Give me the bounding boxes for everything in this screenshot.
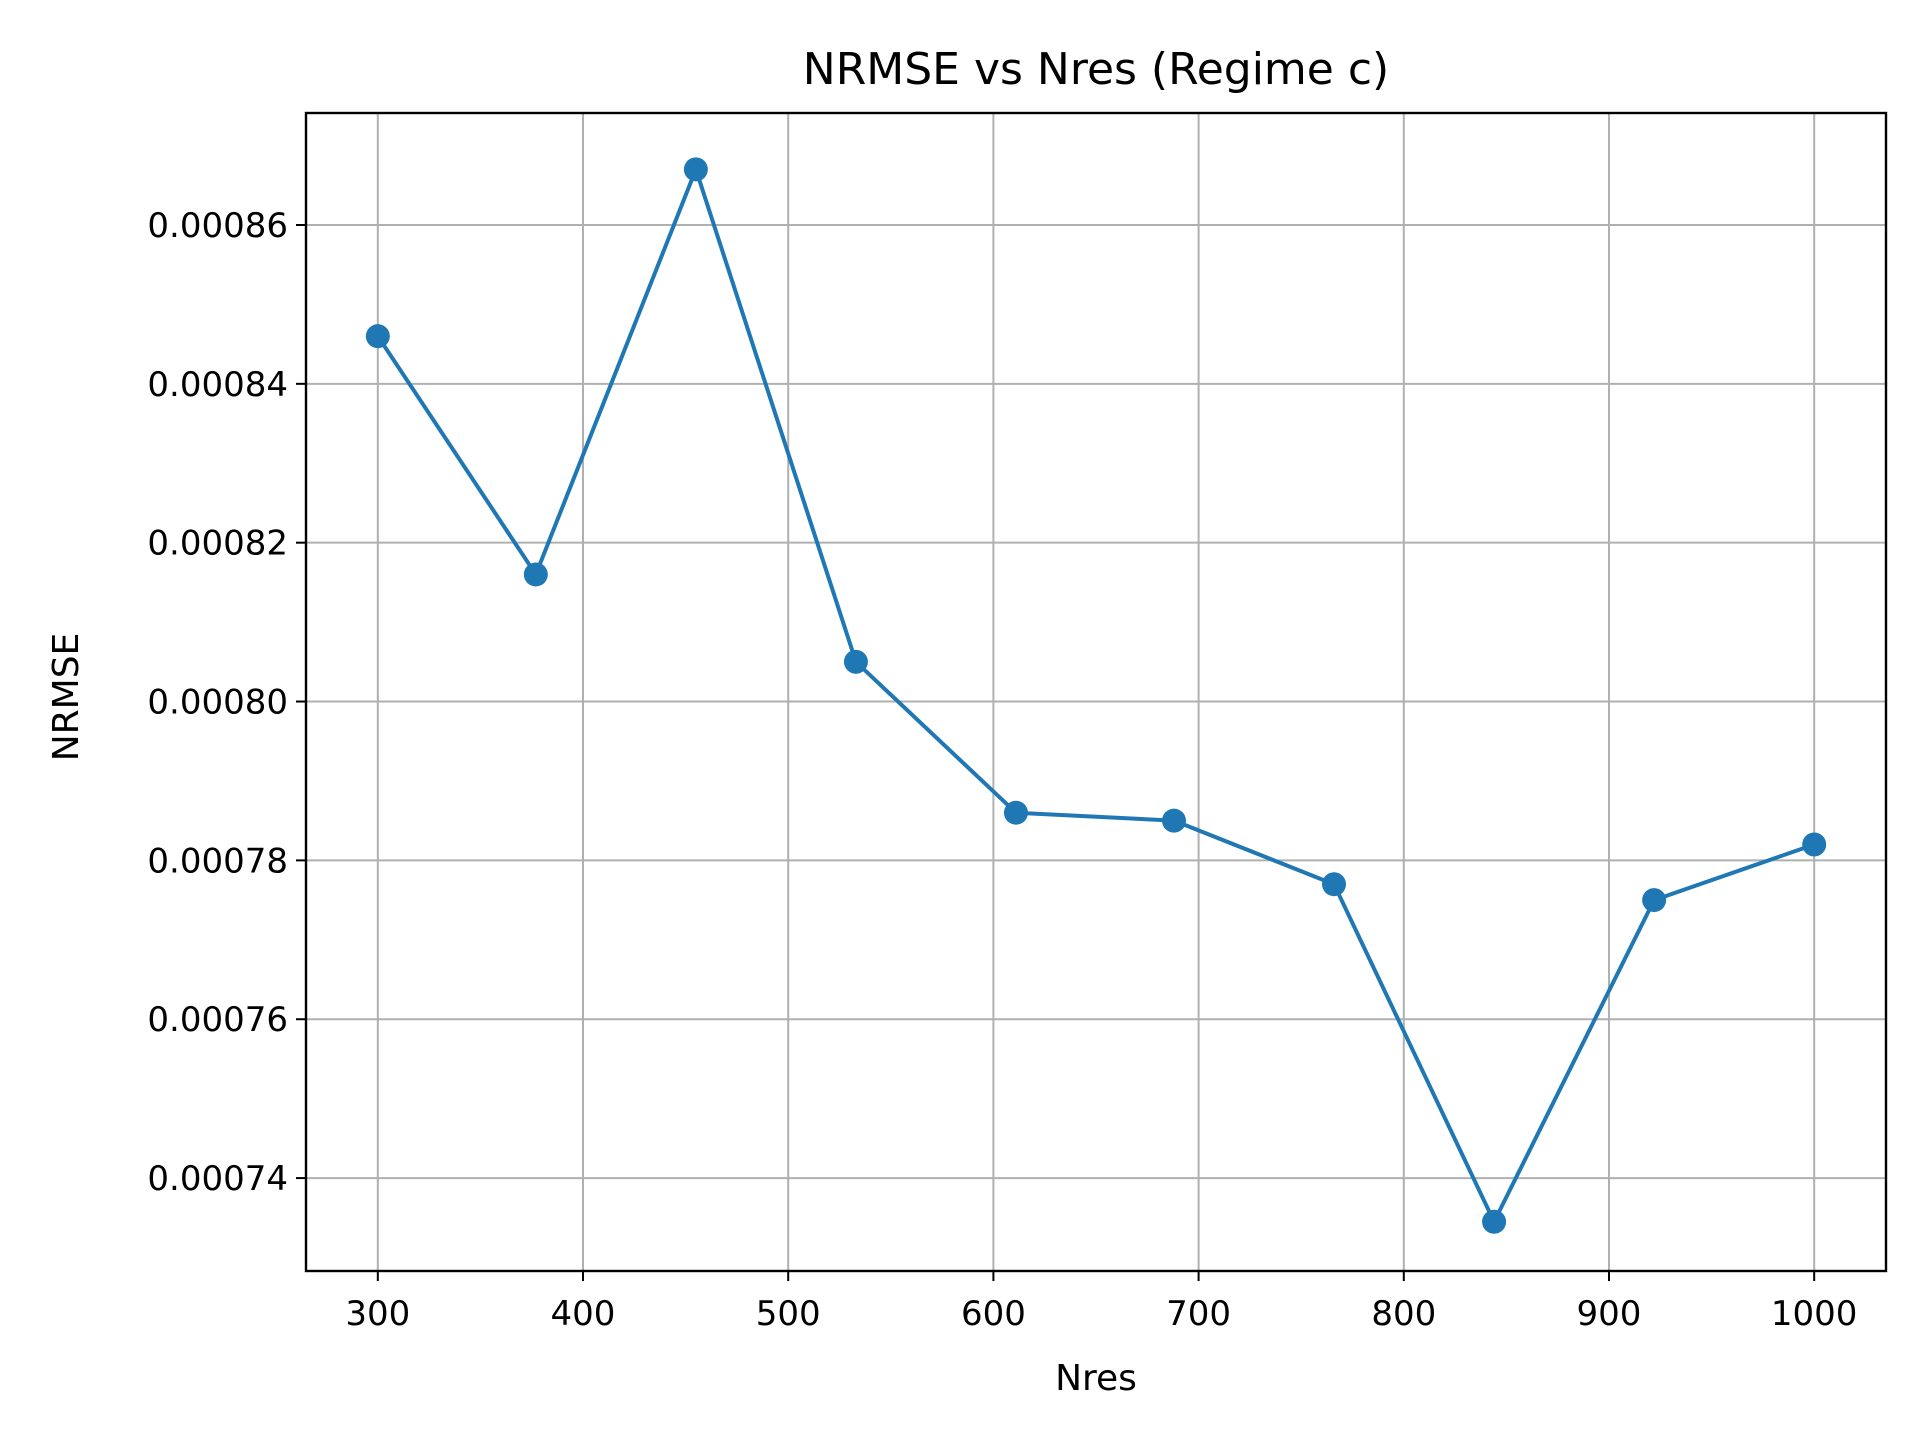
x-tick-label: 900 — [1577, 1294, 1642, 1334]
x-tick-label: 300 — [345, 1294, 410, 1334]
data-point — [1161, 808, 1186, 833]
y-tick-label: 0.00080 — [147, 683, 288, 723]
data-point — [1482, 1209, 1507, 1234]
series-layer — [365, 157, 1827, 1234]
y-tick-label: 0.00082 — [147, 524, 288, 564]
y-tick-label: 0.00084 — [147, 365, 288, 405]
y-tick-label: 0.00076 — [147, 1000, 288, 1040]
data-point — [523, 562, 548, 587]
x-tick-label: 400 — [551, 1294, 616, 1334]
y-tick-label: 0.00078 — [147, 841, 288, 881]
x-tick-label: 600 — [961, 1294, 1026, 1334]
data-point — [1322, 872, 1347, 897]
chart-title: NRMSE vs Nres (Regime c) — [803, 44, 1389, 95]
series-line — [375, 167, 1817, 1224]
x-axis-label: Nres — [1055, 1358, 1137, 1399]
data-point — [843, 649, 868, 674]
y-tick-label: 0.00074 — [147, 1159, 288, 1199]
ticks: 300 400 500 600 700 800 900 1000 0.00074 0.00076 0… — [147, 206, 1857, 1334]
y-tick-label: 0.00086 — [147, 206, 288, 246]
y-axis-label: NRMSE — [46, 633, 87, 762]
x-tick-label: 500 — [756, 1294, 821, 1334]
data-point — [1003, 800, 1028, 825]
data-point — [1802, 832, 1827, 857]
data-point — [365, 324, 390, 349]
data-point — [1642, 888, 1667, 913]
x-tick-label: 1000 — [1771, 1294, 1858, 1334]
x-tick-label: 700 — [1166, 1294, 1231, 1334]
x-tick-label: 800 — [1371, 1294, 1436, 1334]
data-point — [683, 157, 708, 182]
plot-frame — [304, 111, 1888, 1273]
grid — [306, 113, 1886, 1271]
